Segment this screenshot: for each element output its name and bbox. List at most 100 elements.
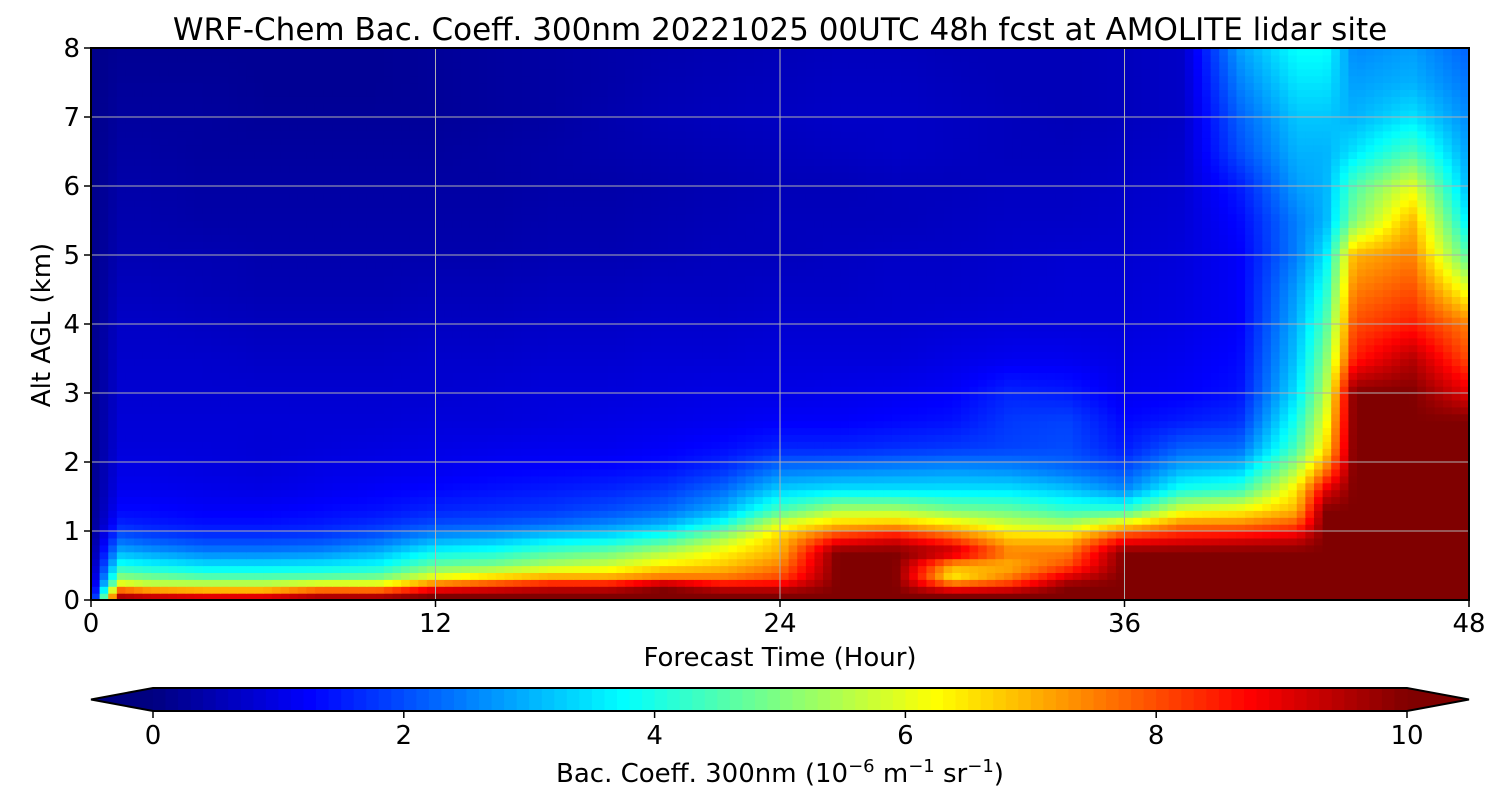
heatmap-cell [1176,544,1186,553]
heatmap-cell [306,489,316,498]
heatmap-cell [1141,482,1151,491]
heatmap-cell [909,524,919,532]
heatmap-cell [590,510,600,518]
heatmap-cell [1451,496,1461,504]
heatmap-cell [754,489,764,498]
heatmap-cell [1150,386,1160,394]
heatmap-cell [435,420,445,429]
heatmap-cell [202,441,213,449]
heatmap-cell [151,434,161,442]
heatmap-cell [969,558,979,567]
heatmap-cell [564,420,574,429]
heatmap-cell [444,524,454,532]
heatmap-cell [444,468,454,477]
heatmap-cell [814,517,824,525]
heatmap-cell [1193,420,1203,429]
heatmap-cell [917,593,928,601]
heatmap-cell [633,386,643,394]
heatmap-cell [306,544,316,553]
heatmap-cell [1202,593,1212,601]
heatmap-cell [840,565,850,573]
heatmap-cell [814,496,824,504]
heatmap-cell [564,386,574,394]
heatmap-cell [1400,420,1410,429]
heatmap-cell [719,524,729,532]
heatmap-cell [866,413,876,422]
heatmap-cell [366,379,376,387]
heatmap-cell [754,420,764,429]
heatmap-cell [289,448,299,456]
heatmap-cell [599,427,609,435]
heatmap-cell [762,558,772,567]
heatmap-cell [926,531,936,539]
heatmap-cell [1064,531,1074,539]
heatmap-cell [521,586,531,594]
heatmap-cell [116,455,127,463]
heatmap-cell [1029,579,1039,587]
heatmap-cell [202,510,213,518]
heatmap-cell [874,482,884,491]
heatmap-cell [1158,579,1169,587]
heatmap-cell [1322,572,1332,580]
heatmap-cell [1270,399,1281,408]
heatmap-cell [702,434,712,442]
heatmap-cell [125,399,135,408]
heatmap-cell [228,558,239,567]
heatmap-cell [943,413,953,422]
heatmap-cell [650,496,661,504]
heatmap-cell [530,579,540,587]
heatmap-cell [125,531,135,539]
heatmap-cell [831,531,841,539]
heatmap-cell [848,593,859,601]
heatmap-cell [1313,586,1324,594]
heatmap-cell [1081,496,1091,504]
heatmap-cell [469,482,480,491]
heatmap-cell [1124,593,1134,601]
heatmap-cell [935,420,945,429]
heatmap-cell [1090,468,1100,477]
heatmap-cell [943,537,953,546]
heatmap-cell [1210,579,1220,587]
heatmap-cell [909,441,919,449]
heatmap-cell [263,386,273,394]
heatmap-cell [1184,524,1194,532]
heatmap-cell [711,434,721,442]
heatmap-cell [409,393,419,401]
heatmap-cell [375,531,385,539]
heatmap-cell [874,489,884,498]
heatmap-cell [547,586,557,594]
heatmap-cell [108,503,118,511]
heatmap-cell [1425,524,1436,532]
heatmap-cell [314,586,325,594]
heatmap-cell [1081,572,1091,580]
heatmap-cell [590,399,600,408]
heatmap-cell [366,572,376,580]
heatmap-cell [1434,406,1444,415]
heatmap-cell [650,593,661,601]
heatmap-cell [607,475,617,484]
heatmap-cell [1331,386,1341,394]
heatmap-cell [1460,558,1470,567]
heatmap-cell [1391,413,1401,422]
heatmap-cell [1038,393,1048,401]
heatmap-cell [409,537,419,546]
heatmap-cell [1219,399,1229,408]
heatmap-cell [1038,462,1048,470]
heatmap-cell [952,399,962,408]
heatmap-cell [237,558,247,567]
heatmap-cell [314,517,325,525]
heatmap-cell [383,448,394,456]
heatmap-cell [401,579,411,587]
heatmap-cell [1133,406,1143,415]
heatmap-cell [289,579,299,587]
heatmap-cell [487,531,497,539]
heatmap-cell [177,420,187,429]
heatmap-cell [960,420,971,429]
heatmap-cell [1072,593,1083,601]
heatmap-cell [1046,524,1057,532]
heatmap-cell [340,420,350,429]
heatmap-cell [659,462,669,470]
heatmap-cell [1322,399,1332,408]
heatmap-cell [280,393,290,401]
heatmap-cell [444,572,454,580]
